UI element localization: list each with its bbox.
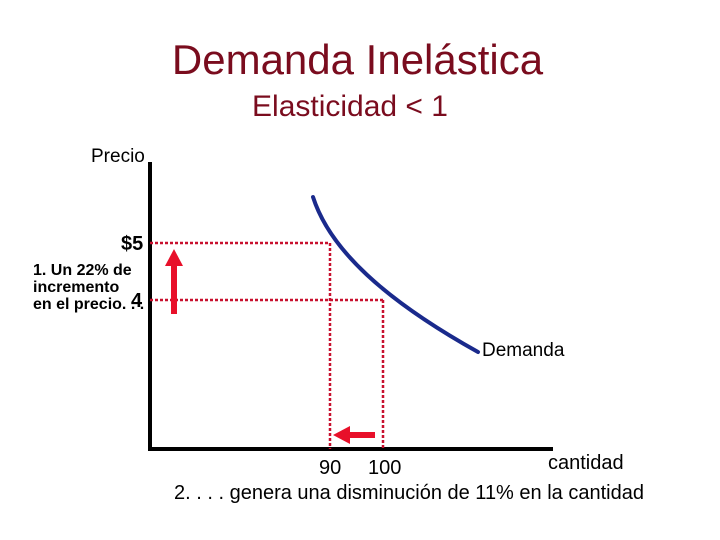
demand-curve-label: Demanda <box>482 340 565 361</box>
quantity-high-label: 100 <box>368 457 402 479</box>
page-subtitle: Elasticidad < 1 <box>252 90 448 123</box>
arrow-left-icon <box>333 426 375 444</box>
arrow-up-icon <box>165 249 183 314</box>
demand-curve <box>311 195 480 354</box>
quantity-change-note: 2. . . . genera una disminución de 11% e… <box>174 482 644 504</box>
price-low-label: 4 <box>131 290 143 312</box>
page-title: Demanda Inelástica <box>171 36 544 83</box>
quantity-low-label: 90 <box>319 457 342 479</box>
x-axis-label: cantidad <box>548 452 624 474</box>
price-high-label: $5 <box>121 233 144 255</box>
price-change-note: 1. Un 22% de incremento en el precio. . … <box>33 262 145 313</box>
y-axis-label: Precio <box>91 146 145 167</box>
